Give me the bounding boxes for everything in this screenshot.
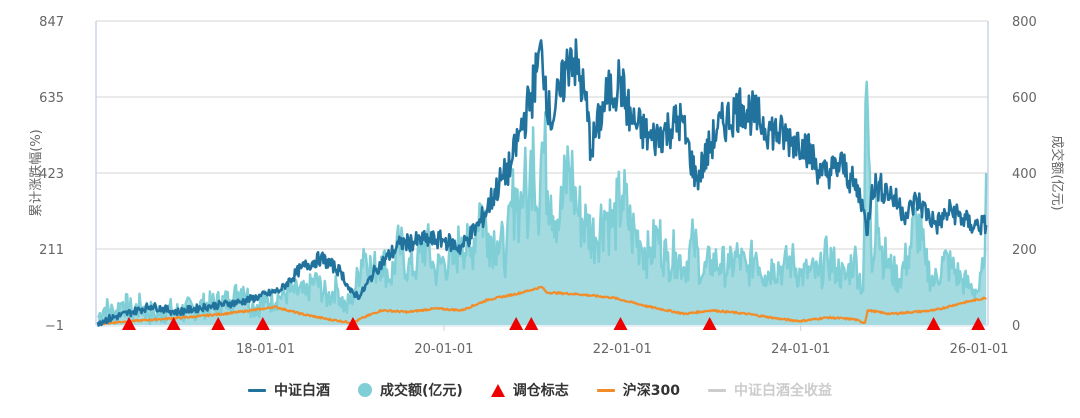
- volume-area-series[interactable]: [96, 80, 988, 326]
- line-swatch-icon: [247, 388, 266, 392]
- legend-item-rebalance[interactable]: 调仓标志: [490, 380, 569, 400]
- rebalance-marker-icon[interactable]: [345, 317, 360, 330]
- x-tick-label: 26-01-01: [950, 342, 1009, 357]
- chart-legend: 中证白酒 成交额(亿元) 调仓标志 沪深300 中证白酒全收益: [0, 378, 1080, 402]
- x-tick-label: 24-01-01: [771, 342, 830, 357]
- rebalance-markers[interactable]: [122, 317, 986, 330]
- y-left-tick-label: −1: [45, 319, 64, 334]
- legend-item-baijiu-total-return[interactable]: 中证白酒全收益: [708, 380, 832, 400]
- x-tick-label: 20-01-01: [414, 342, 473, 357]
- x-tick-label: 22-01-01: [593, 342, 652, 357]
- rebalance-marker-icon[interactable]: [702, 317, 717, 330]
- y-axis-left-title: 累计涨跌幅(%): [28, 129, 44, 217]
- x-axis-ticks: 18-01-01 20-01-01 22-01-01 24-01-01 26-01-01: [236, 325, 1009, 357]
- y-right-tick-label: 600: [1012, 91, 1037, 106]
- legend-label: 调仓标志: [512, 383, 569, 399]
- y-axis-right-ticks: 800 600 400 200 0: [1012, 15, 1037, 334]
- y-axis-left-ticks: 847 635 423 211 −1: [39, 15, 64, 334]
- rebalance-marker-icon[interactable]: [613, 317, 628, 330]
- legend-item-volume[interactable]: 成交额(亿元): [357, 380, 463, 400]
- y-left-tick-label: 423: [39, 167, 64, 182]
- baijiu-index-line-series[interactable]: [96, 38, 988, 327]
- y-left-tick-label: 635: [39, 91, 64, 106]
- hs300-line-series[interactable]: [97, 285, 987, 326]
- line-swatch-icon: [596, 388, 615, 392]
- legend-label: 沪深300: [622, 383, 681, 399]
- legend-label: 成交额(亿元): [379, 383, 463, 399]
- line-swatch-icon: [708, 388, 727, 392]
- chart-plot: 847 635 423 211 −1 800 600 400 200 0 18-01-01 20-…: [28, 15, 1065, 357]
- y-right-tick-label: 400: [1012, 167, 1037, 182]
- circle-swatch-icon: [357, 383, 372, 397]
- triangle-swatch-icon: [490, 383, 505, 397]
- x-tick-label: 18-01-01: [236, 342, 295, 357]
- y-axis-right-title: 成交额(亿元): [1049, 135, 1065, 210]
- rebalance-marker-icon[interactable]: [122, 317, 137, 330]
- y-right-tick-label: 800: [1012, 15, 1037, 30]
- y-right-tick-label: 200: [1012, 243, 1037, 258]
- rebalance-marker-icon[interactable]: [166, 317, 181, 330]
- legend-label: 中证白酒: [273, 383, 330, 399]
- rebalance-marker-icon[interactable]: [926, 317, 941, 330]
- rebalance-marker-icon[interactable]: [971, 317, 986, 330]
- rebalance-marker-icon[interactable]: [255, 317, 270, 330]
- legend-label: 中证白酒全收益: [734, 383, 833, 399]
- y-left-tick-label: 847: [39, 15, 64, 30]
- rebalance-marker-icon[interactable]: [524, 317, 539, 330]
- y-right-tick-label: 0: [1012, 319, 1020, 334]
- rebalance-marker-icon[interactable]: [211, 317, 226, 330]
- legend-item-hs300[interactable]: 沪深300: [596, 380, 681, 400]
- rebalance-marker-icon[interactable]: [509, 317, 524, 330]
- legend-item-baijiu[interactable]: 中证白酒: [247, 380, 330, 400]
- y-left-tick-label: 211: [39, 243, 64, 258]
